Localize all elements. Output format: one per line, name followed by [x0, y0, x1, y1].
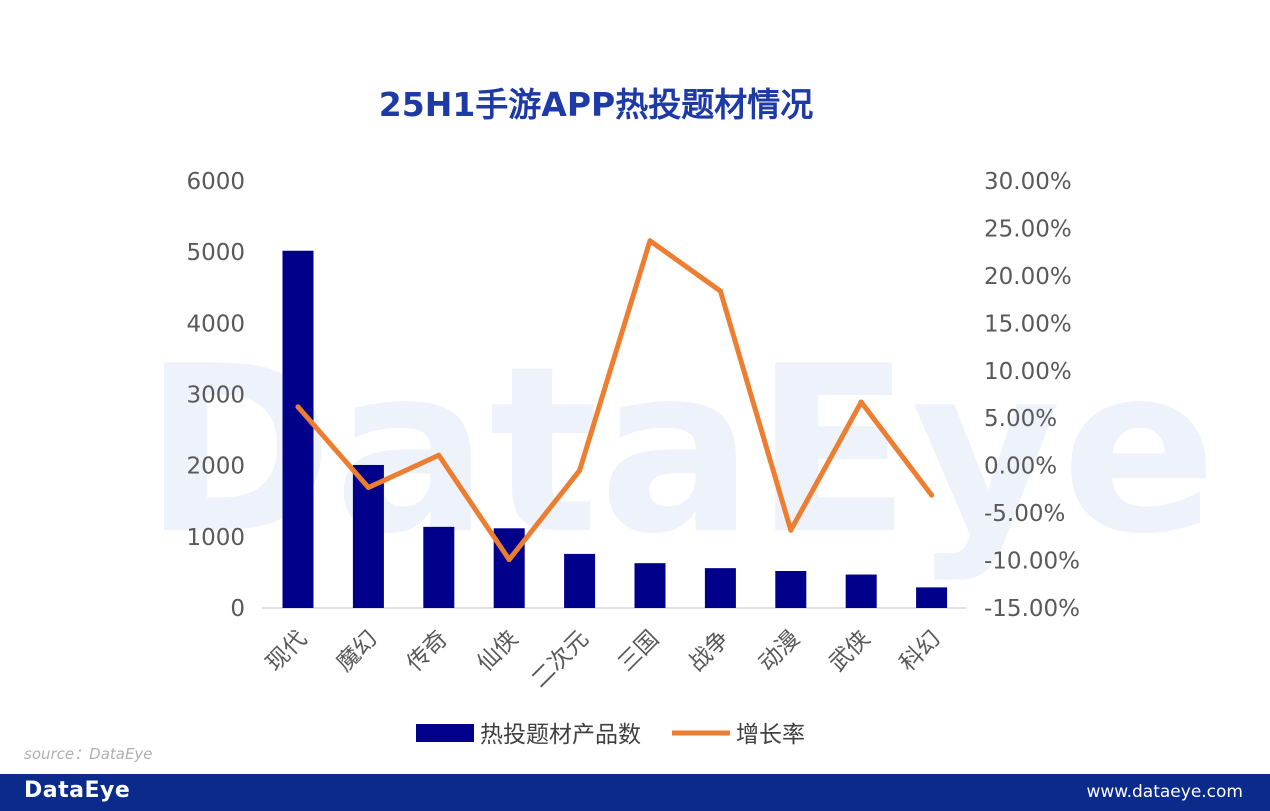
x-tick-label: 仙侠 [473, 626, 524, 677]
bar [564, 553, 596, 608]
line-point [506, 557, 512, 563]
x-tick-label: 二次元 [527, 626, 594, 693]
right-tick-label: 10.00% [984, 359, 1072, 385]
line-point [647, 238, 653, 244]
footer-url[interactable]: www.dataeye.com [1086, 782, 1243, 802]
bar [845, 574, 877, 608]
right-axis: -15.00% -10.00% -5.00% 0.00% 5.00% 10.00% 15.0… [984, 169, 1080, 622]
legend-swatch-bar [416, 724, 474, 742]
line-point [295, 404, 301, 410]
legend-label-bar: 热投题材产品数 [480, 722, 641, 748]
growth-line [295, 238, 935, 563]
right-tick-label: 15.00% [984, 311, 1072, 337]
legend-label-line: 增长率 [736, 722, 805, 748]
line-point [929, 492, 935, 498]
bar [704, 568, 736, 608]
right-tick-label: 5.00% [984, 406, 1057, 432]
left-axis: 0 1000 2000 3000 4000 5000 6000 [186, 169, 245, 622]
line-point [788, 527, 794, 533]
x-tick-label: 魔幻 [332, 626, 383, 677]
bar [775, 570, 807, 608]
bar [423, 526, 455, 608]
line-point [577, 467, 583, 473]
x-tick-label: 武侠 [825, 626, 876, 677]
right-tick-label: -5.00% [984, 501, 1065, 527]
bar-series [282, 250, 948, 608]
left-tick-label: 3000 [186, 383, 245, 409]
x-tick-label: 动漫 [754, 626, 805, 677]
left-tick-label: 4000 [186, 311, 245, 337]
line-point [365, 484, 371, 490]
left-tick-label: 2000 [186, 454, 245, 480]
left-tick-label: 0 [230, 596, 245, 622]
bar [634, 563, 666, 608]
footer-brand: DataEye [24, 778, 131, 803]
line-point [436, 452, 442, 458]
x-tick-label: 战争 [684, 626, 735, 677]
line-point [858, 399, 864, 405]
footer-bar: DataEye www.dataeye.com [0, 774, 1270, 811]
right-tick-label: 25.00% [984, 216, 1072, 242]
chart-title: 25H1手游APP热投题材情况 [379, 85, 813, 124]
right-tick-label: 0.00% [984, 454, 1057, 480]
x-tick-label: 现代 [261, 626, 312, 677]
legend: 热投题材产品数 增长率 [416, 722, 805, 748]
line-point [717, 288, 723, 294]
left-tick-label: 5000 [186, 240, 245, 266]
left-tick-label: 1000 [186, 525, 245, 551]
x-axis-labels: 现代 魔幻 传奇 仙侠 二次元 三国 战争 动漫 武侠 科幻 [261, 626, 946, 693]
line-series [295, 238, 935, 563]
right-tick-label: 30.00% [984, 169, 1072, 195]
right-tick-label: -15.00% [984, 596, 1080, 622]
x-tick-label: 三国 [613, 626, 664, 677]
watermark: DataEye [143, 318, 1217, 585]
bar [916, 587, 948, 608]
left-tick-label: 6000 [186, 169, 245, 195]
bar [282, 250, 314, 608]
source-note: source：DataEye [24, 745, 153, 763]
right-tick-label: -10.00% [984, 549, 1080, 575]
right-tick-label: 20.00% [984, 264, 1072, 290]
x-tick-label: 科幻 [895, 626, 946, 677]
x-tick-label: 传奇 [402, 626, 453, 677]
